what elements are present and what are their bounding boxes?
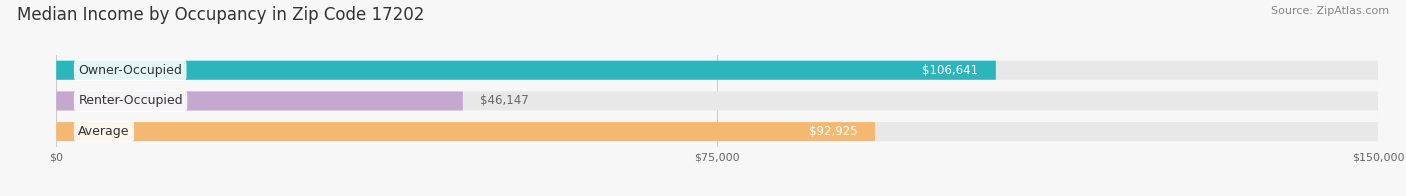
FancyBboxPatch shape	[56, 122, 875, 141]
Text: Source: ZipAtlas.com: Source: ZipAtlas.com	[1271, 6, 1389, 16]
Text: Owner-Occupied: Owner-Occupied	[79, 64, 183, 77]
FancyBboxPatch shape	[56, 61, 1378, 80]
FancyBboxPatch shape	[56, 61, 995, 80]
Text: $106,641: $106,641	[922, 64, 979, 77]
Text: $46,147: $46,147	[481, 94, 529, 107]
Text: Median Income by Occupancy in Zip Code 17202: Median Income by Occupancy in Zip Code 1…	[17, 6, 425, 24]
Text: $92,925: $92,925	[808, 125, 858, 138]
FancyBboxPatch shape	[56, 122, 1378, 141]
FancyBboxPatch shape	[56, 91, 1378, 111]
FancyBboxPatch shape	[56, 91, 463, 111]
Text: Renter-Occupied: Renter-Occupied	[79, 94, 183, 107]
Text: Average: Average	[79, 125, 129, 138]
